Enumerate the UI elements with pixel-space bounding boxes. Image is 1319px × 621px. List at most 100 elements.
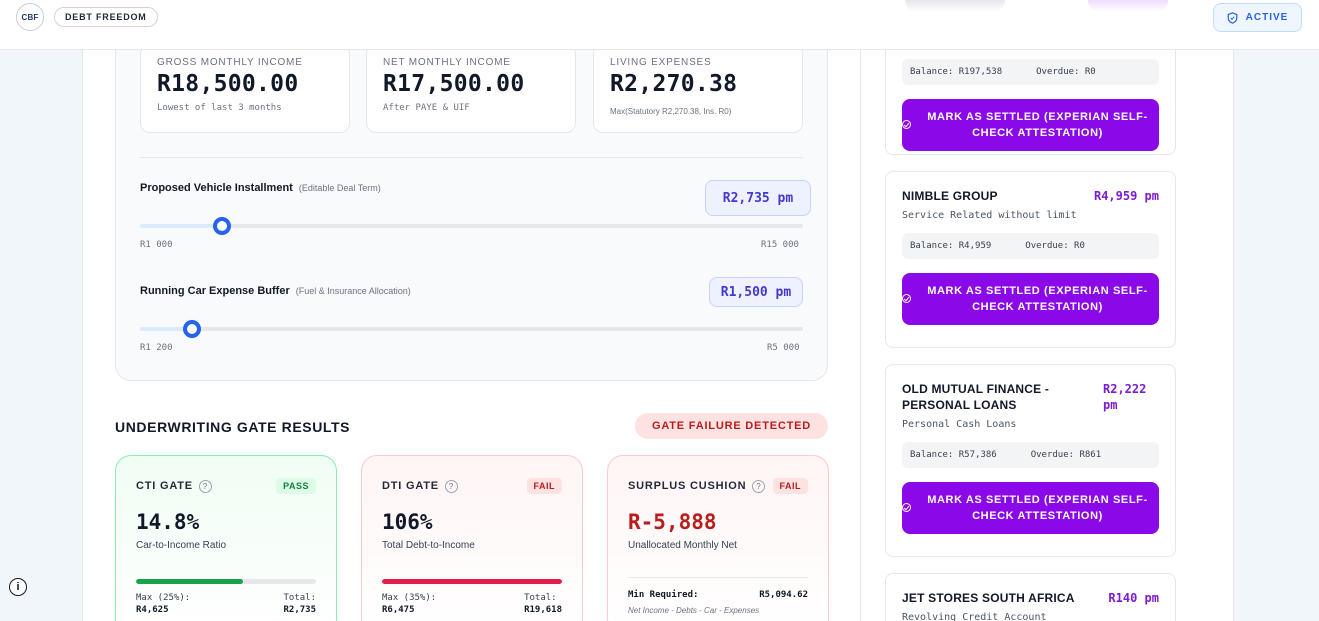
- header-decoration: [1088, 0, 1168, 12]
- buffer-slider-thumb[interactable]: [183, 320, 202, 338]
- installment-slider[interactable]: [140, 217, 803, 235]
- dti-progress-fill: [382, 579, 562, 584]
- surplus-sub: Unallocated Monthly Net: [628, 540, 737, 551]
- buffer-label-text: Running Car Expense Buffer: [140, 285, 290, 297]
- check-circle-icon: [902, 294, 911, 303]
- account-card: OLD MUTUAL FINANCE - PERSONAL LOANS R2,2…: [885, 364, 1176, 557]
- dti-total-label: Total:: [524, 593, 557, 603]
- divider: [140, 157, 803, 158]
- account-amount: R140 pm: [1108, 591, 1159, 605]
- company-logo[interactable]: CBF: [16, 3, 44, 31]
- installment-min-label: R1 000: [140, 240, 173, 250]
- status-text: ACTIVE: [1245, 12, 1289, 23]
- account-info: Balance: R57,386 Overdue: R861: [902, 442, 1159, 468]
- mark-settled-button[interactable]: MARK AS SETTLED (EXPERIAN SELF-CHECK ATT…: [902, 273, 1159, 325]
- gate-results-title: UNDERWRITING GATE RESULTS: [115, 419, 351, 435]
- account-info: Balance: R4,959 Overdue: R0: [902, 233, 1159, 259]
- installment-value[interactable]: R2,735 pm: [705, 180, 811, 216]
- gate-title: SURPLUS CUSHION: [628, 480, 747, 492]
- app-header: CBF DEBT FREEDOM ACTIVE: [0, 0, 1319, 50]
- buffer-slider-fill: [140, 327, 193, 331]
- gate-title: CTI GATE: [136, 480, 193, 492]
- account-overdue: Overdue: R0: [1025, 241, 1085, 251]
- cti-max-value: R4,625: [136, 605, 169, 615]
- cti-total-value: R2,735: [283, 605, 316, 615]
- stat-sub: After PAYE & UIF: [383, 103, 470, 113]
- check-circle-icon: [902, 120, 911, 129]
- installment-label-text: Proposed Vehicle Installment: [140, 182, 293, 194]
- net-income-stat: Net Monthly Income R17,500.00 After PAYE…: [366, 44, 576, 133]
- stat-sub: Lowest of last 3 months: [157, 103, 282, 113]
- cti-progress-fill: [136, 579, 243, 584]
- logo-text: CBF: [21, 12, 39, 22]
- buffer-max-label: R5 000: [767, 343, 800, 353]
- account-info: Balance: R197,538 Overdue: R0: [902, 59, 1159, 85]
- pass-badge: PASS: [276, 478, 316, 494]
- surplus-min-value: R5,094.62: [759, 590, 808, 600]
- cti-sub: Car-to-Income Ratio: [136, 540, 227, 551]
- installment-slider-thumb[interactable]: [213, 217, 232, 235]
- surplus-value: R-5,888: [628, 510, 717, 534]
- account-name: NIMBLE GROUP: [902, 189, 998, 203]
- living-expenses-stat: Living Expenses R2,270.38 Max(Statutory …: [593, 44, 803, 133]
- stat-label: Net Monthly Income: [383, 57, 511, 68]
- account-card: JET STORES SOUTH AFRICA R140 pm Revolvin…: [885, 573, 1176, 621]
- account-card: NIMBLE GROUP R4,959 pm Service Related w…: [885, 171, 1176, 348]
- help-icon[interactable]: ?: [444, 479, 458, 493]
- cti-progress-bar: [136, 579, 316, 584]
- account-amount: R2,222 pm: [1103, 382, 1147, 412]
- settle-label: MARK AS SETTLED (EXPERIAN SELF-CHECK ATT…: [927, 494, 1148, 522]
- shield-icon: [1227, 11, 1238, 24]
- dti-progress-bar: [382, 579, 562, 584]
- gate-failure-badge: GATE FAILURE DETECTED: [635, 413, 828, 439]
- dti-gate-card: DTI GATE? FAIL 106% Total Debt-to-Income…: [361, 455, 583, 621]
- gross-income-stat: Gross Monthly Income R18,500.00 Lowest o…: [140, 44, 350, 133]
- installment-label: Proposed Vehicle Installment (Editable De…: [140, 182, 381, 194]
- status-badge[interactable]: ACTIVE: [1213, 3, 1302, 32]
- dti-value: 106%: [382, 510, 433, 534]
- stat-value: R17,500.00: [383, 71, 525, 97]
- mark-settled-button[interactable]: MARK AS SETTLED (EXPERIAN SELF-CHECK ATT…: [902, 99, 1159, 151]
- stat-value: R18,500.00: [157, 71, 299, 97]
- brand-pill: DEBT FREEDOM: [54, 7, 158, 27]
- buffer-slider[interactable]: [140, 320, 803, 338]
- buffer-value[interactable]: R1,500 pm: [709, 277, 803, 307]
- settle-label: MARK AS SETTLED (EXPERIAN SELF-CHECK ATT…: [927, 111, 1148, 139]
- account-type: Service Related without limit: [902, 210, 1077, 221]
- account-overdue: Overdue: R861: [1030, 450, 1102, 460]
- stat-label: Gross Monthly Income: [157, 57, 303, 68]
- account-balance: Balance: R4,959: [910, 241, 992, 251]
- stat-value: R2,270.38: [610, 71, 738, 97]
- stat-sub: Max(Statutory R2,270.38, Ins. R0): [610, 107, 732, 116]
- dti-max-label: Max (35%):: [382, 593, 437, 603]
- cti-value: 14.8%: [136, 510, 200, 534]
- account-name: JET STORES SOUTH AFRICA: [902, 591, 1075, 605]
- account-overdue: Overdue: R0: [1036, 67, 1096, 77]
- help-icon[interactable]: ?: [752, 479, 766, 493]
- settle-label: MARK AS SETTLED (EXPERIAN SELF-CHECK ATT…: [927, 285, 1148, 313]
- help-icon[interactable]: ?: [198, 479, 212, 493]
- cti-gate-card: CTI GATE? PASS 14.8% Car-to-Income Ratio…: [115, 455, 337, 621]
- dti-total-value: R19,618: [524, 605, 562, 615]
- cti-max-label: Max (25%):: [136, 593, 191, 603]
- cti-total-label: Total:: [283, 593, 316, 603]
- account-type: Revolving Credit Account: [902, 612, 1047, 621]
- account-type: Personal Cash Loans: [902, 419, 1017, 430]
- dti-max-value: R6,475: [382, 605, 415, 615]
- fail-badge: FAIL: [526, 478, 562, 494]
- surplus-min-label: Min Required:: [628, 590, 699, 600]
- account-name: OLD MUTUAL FINANCE - PERSONAL LOANS: [902, 382, 1050, 412]
- header-decoration: [905, 0, 1005, 12]
- info-icon[interactable]: i: [9, 578, 27, 596]
- surplus-note: Net Income - Debts - Car - Expenses: [628, 606, 760, 615]
- stat-label: Living Expenses: [610, 57, 712, 68]
- account-balance: Balance: R57,386: [910, 450, 997, 460]
- account-card: Balance: R197,538 Overdue: R0 MARK AS SE…: [885, 0, 1176, 155]
- surplus-gate-card: SURPLUS CUSHION? FAIL R-5,888 Unallocate…: [607, 455, 829, 621]
- account-balance: Balance: R197,538: [910, 67, 1003, 77]
- installment-hint: (Editable Deal Term): [298, 183, 381, 193]
- fail-badge: FAIL: [772, 478, 808, 494]
- mark-settled-button[interactable]: MARK AS SETTLED (EXPERIAN SELF-CHECK ATT…: [902, 482, 1159, 534]
- installment-slider-fill: [140, 224, 223, 228]
- installment-max-label: R15 000: [761, 240, 799, 250]
